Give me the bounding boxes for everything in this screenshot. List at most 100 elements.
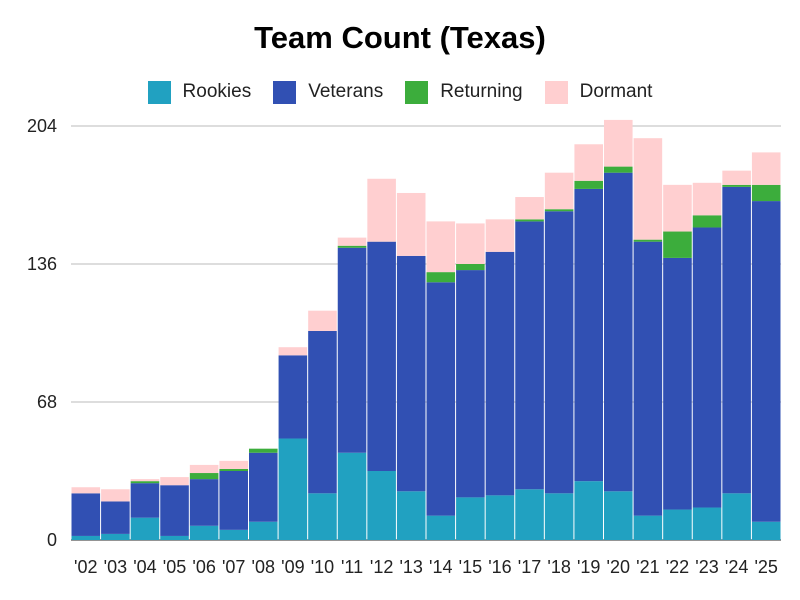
bar-dormant-07[interactable] xyxy=(219,460,248,469)
bar-dormant-10[interactable] xyxy=(308,310,337,331)
bar-rookies-21[interactable] xyxy=(633,515,663,540)
bar-rookies-12[interactable] xyxy=(367,471,396,540)
bar-veterans-02[interactable] xyxy=(71,493,101,536)
bar-veterans-16[interactable] xyxy=(485,251,515,496)
bar-rookies-16[interactable] xyxy=(485,495,515,540)
y-tick-label: 204 xyxy=(27,116,57,136)
bar-returning-17[interactable] xyxy=(515,219,544,222)
bar-rookies-04[interactable] xyxy=(130,517,160,540)
bar-dormant-14[interactable] xyxy=(426,221,456,273)
bar-veterans-03[interactable] xyxy=(101,501,130,534)
bar-dormant-25[interactable] xyxy=(751,152,781,185)
bar-rookies-08[interactable] xyxy=(249,521,278,540)
bar-dormant-17[interactable] xyxy=(515,197,544,220)
bar-rookies-18[interactable] xyxy=(544,493,574,540)
bar-veterans-11[interactable] xyxy=(337,247,367,453)
bar-rookies-19[interactable] xyxy=(574,481,603,540)
bar-veterans-18[interactable] xyxy=(544,211,574,494)
bar-dormant-06[interactable] xyxy=(189,464,219,474)
bar-returning-21[interactable] xyxy=(633,239,663,242)
legend-item-veterans[interactable]: Veterans xyxy=(273,80,383,104)
bar-dormant-23[interactable] xyxy=(692,182,722,216)
bar-dormant-15[interactable] xyxy=(456,223,485,264)
bar-veterans-23[interactable] xyxy=(692,227,722,508)
legend-item-dormant[interactable]: Dormant xyxy=(544,80,652,104)
x-tick-label: '09 xyxy=(281,557,304,577)
bar-veterans-13[interactable] xyxy=(396,255,426,492)
bar-veterans-20[interactable] xyxy=(604,172,633,492)
bar-rookies-11[interactable] xyxy=(337,452,367,540)
bar-dormant-05[interactable] xyxy=(160,477,189,486)
bar-returning-04[interactable] xyxy=(130,481,160,484)
bar-rookies-07[interactable] xyxy=(219,529,248,540)
bar-rookies-03[interactable] xyxy=(101,533,130,540)
x-axis-ticks: '02 '03 '04 '05 '06 '07 '08 '09 '10 '11 '12 '13 '14 '… xyxy=(74,557,778,577)
bar-rookies-02[interactable] xyxy=(71,535,101,540)
bar-dormant-22[interactable] xyxy=(663,184,692,232)
bar-returning-15[interactable] xyxy=(456,264,485,271)
bar-returning-24[interactable] xyxy=(722,184,751,187)
bar-veterans-15[interactable] xyxy=(456,270,485,498)
bar-rookies-17[interactable] xyxy=(515,489,544,540)
bar-veterans-08[interactable] xyxy=(249,452,278,522)
bar-dormant-24[interactable] xyxy=(722,170,751,185)
bar-dormant-12[interactable] xyxy=(367,178,396,242)
bar-rookies-25[interactable] xyxy=(751,521,781,540)
bar-rookies-15[interactable] xyxy=(456,497,485,540)
bar-veterans-17[interactable] xyxy=(515,221,544,490)
bar-returning-19[interactable] xyxy=(574,180,603,189)
bar-veterans-09[interactable] xyxy=(278,355,308,439)
bar-returning-25[interactable] xyxy=(751,184,781,202)
bar-returning-07[interactable] xyxy=(219,468,248,471)
bar-dormant-19[interactable] xyxy=(574,144,603,181)
legend-item-returning[interactable]: Returning xyxy=(405,80,523,104)
bar-veterans-06[interactable] xyxy=(189,479,219,526)
bar-veterans-21[interactable] xyxy=(633,241,663,516)
bar-rookies-13[interactable] xyxy=(396,491,426,540)
bar-veterans-04[interactable] xyxy=(130,483,160,518)
bar-rookies-09[interactable] xyxy=(278,438,308,540)
bar-veterans-24[interactable] xyxy=(722,186,751,494)
bar-returning-18[interactable] xyxy=(544,209,574,212)
bar-returning-20[interactable] xyxy=(604,166,633,173)
bar-dormant-09[interactable] xyxy=(278,347,308,356)
legend-label-rookies: Rookies xyxy=(182,81,252,102)
bar-returning-23[interactable] xyxy=(692,215,722,228)
bar-dormant-21[interactable] xyxy=(633,138,663,240)
bar-returning-14[interactable] xyxy=(426,272,456,283)
bar-dormant-20[interactable] xyxy=(604,119,633,167)
bar-returning-11[interactable] xyxy=(337,245,367,248)
bar-veterans-14[interactable] xyxy=(426,282,456,516)
bar-dormant-18[interactable] xyxy=(544,172,574,210)
bar-veterans-25[interactable] xyxy=(751,201,781,522)
bar-veterans-12[interactable] xyxy=(367,241,396,471)
bar-veterans-10[interactable] xyxy=(308,330,337,494)
bar-returning-06[interactable] xyxy=(189,473,219,480)
bar-rookies-24[interactable] xyxy=(722,493,751,540)
bar-rookies-22[interactable] xyxy=(663,509,692,540)
bar-rookies-06[interactable] xyxy=(189,525,219,540)
legend-item-rookies[interactable]: Rookies xyxy=(147,80,252,104)
bar-rookies-20[interactable] xyxy=(604,491,633,540)
x-tick-label: '04 xyxy=(133,557,156,577)
bar-veterans-22[interactable] xyxy=(663,257,692,510)
bar-dormant-03[interactable] xyxy=(101,489,130,502)
bar-rookies-10[interactable] xyxy=(308,493,337,540)
x-tick-label: '03 xyxy=(104,557,127,577)
bar-dormant-04[interactable] xyxy=(130,479,160,482)
bar-dormant-02[interactable] xyxy=(71,487,101,494)
legend-swatch-dormant xyxy=(544,80,568,104)
bar-returning-08[interactable] xyxy=(249,448,278,453)
x-tick-label: '13 xyxy=(399,557,422,577)
bar-returning-22[interactable] xyxy=(663,231,692,258)
bar-veterans-05[interactable] xyxy=(160,485,189,536)
bar-veterans-19[interactable] xyxy=(574,188,603,482)
x-tick-label: '25 xyxy=(754,557,777,577)
bar-rookies-23[interactable] xyxy=(692,507,722,540)
bar-rookies-05[interactable] xyxy=(160,535,189,540)
bar-dormant-11[interactable] xyxy=(337,237,367,246)
bar-rookies-14[interactable] xyxy=(426,515,456,540)
bar-veterans-07[interactable] xyxy=(219,471,248,530)
bar-dormant-16[interactable] xyxy=(485,219,515,252)
bar-dormant-13[interactable] xyxy=(396,192,426,256)
